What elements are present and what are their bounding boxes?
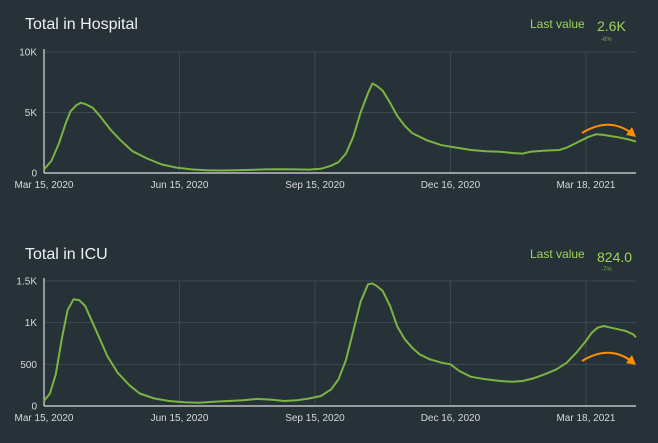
- series-line: [43, 282, 637, 404]
- x-tick-label: Dec 16, 2020: [421, 413, 481, 424]
- x-tick-label: Mar 15, 2020: [15, 413, 74, 424]
- y-tick-label: 0: [31, 402, 37, 413]
- x-tick-label: Sep 15, 2020: [285, 413, 345, 424]
- x-tick-label: Dec 16, 2020: [421, 180, 481, 191]
- trend-arrow-head: [626, 355, 636, 365]
- y-tick-label: 5K: [25, 108, 38, 119]
- last-value: 2.6K: [597, 18, 626, 34]
- y-tick-label: 500: [20, 360, 37, 371]
- x-tick-label: Jun 15, 2020: [151, 180, 209, 191]
- y-tick-label: 10K: [19, 48, 37, 59]
- x-tick-label: Mar 18, 2021: [556, 180, 615, 191]
- icu-line-chart: 0 500 1K 1.5K Mar 15, 2020 Jun 15, 2020 Sep 15…: [15, 277, 637, 424]
- last-value-label: Last value: [530, 17, 585, 31]
- trend-arrow-head: [626, 127, 636, 137]
- last-value-change: -6%: [601, 37, 612, 43]
- trend-arrow: [581, 351, 631, 362]
- chart-title: Total in Hospital: [25, 16, 138, 33]
- x-tick-label: Sep 15, 2020: [285, 180, 345, 191]
- x-tick-label: Mar 18, 2021: [556, 413, 615, 424]
- x-tick-label: Mar 15, 2020: [15, 180, 74, 191]
- y-tick-label: 1.5K: [16, 277, 37, 288]
- hospital-chart-panel: Total in Hospital Last value 2.6K -6% 0 5…: [15, 16, 637, 191]
- hospital-line-chart: 0 5K 10K Mar 15, 2020 Jun 15, 2020 Sep 15, 20…: [15, 48, 637, 191]
- y-tick-label: 1K: [25, 318, 38, 329]
- x-tick-label: Jun 15, 2020: [151, 413, 209, 424]
- last-value: 824.0: [597, 249, 633, 265]
- icu-chart-panel: Total in ICU Last value 824.0 -7% 0 500 1K…: [0, 232, 658, 443]
- y-tick-label: 0: [31, 169, 37, 180]
- series-line: [43, 82, 637, 172]
- chart-title: Total in ICU: [25, 246, 108, 263]
- last-value-label: Last value: [530, 247, 585, 261]
- trend-arrow: [581, 123, 631, 134]
- last-value-change: -7%: [601, 267, 612, 273]
